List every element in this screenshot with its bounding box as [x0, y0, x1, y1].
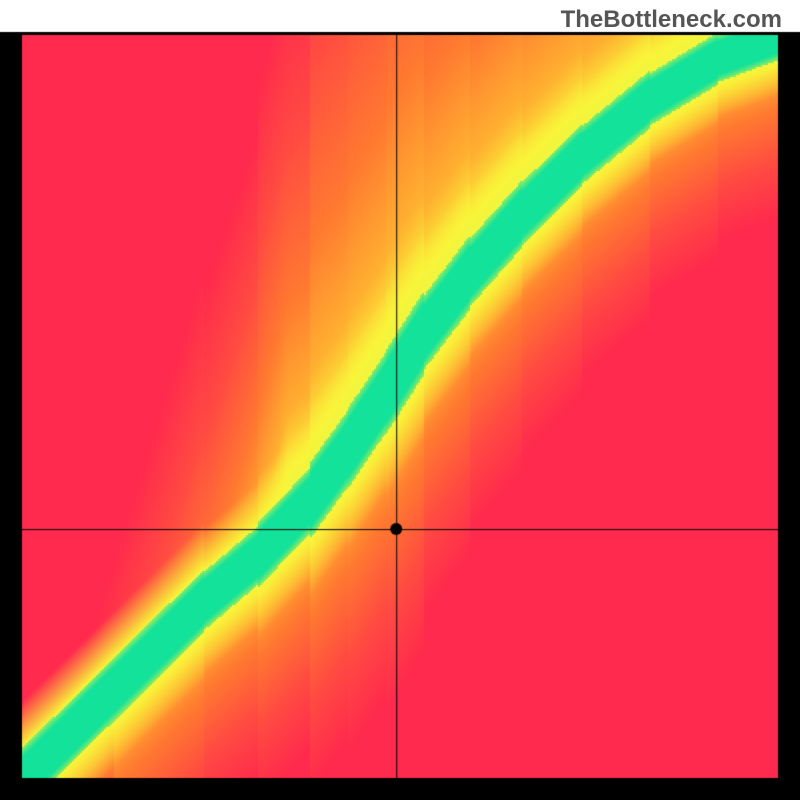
bottleneck-heatmap — [0, 0, 800, 800]
chart-container: TheBottleneck.com — [0, 0, 800, 800]
watermark-text: TheBottleneck.com — [561, 6, 782, 34]
